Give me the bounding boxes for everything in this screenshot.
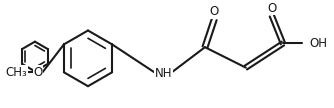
Text: CH₃: CH₃ <box>6 66 27 79</box>
Text: O: O <box>267 2 277 15</box>
Text: O: O <box>33 66 42 79</box>
Text: OH: OH <box>309 37 327 50</box>
Text: NH: NH <box>154 67 172 80</box>
Text: O: O <box>210 5 219 18</box>
